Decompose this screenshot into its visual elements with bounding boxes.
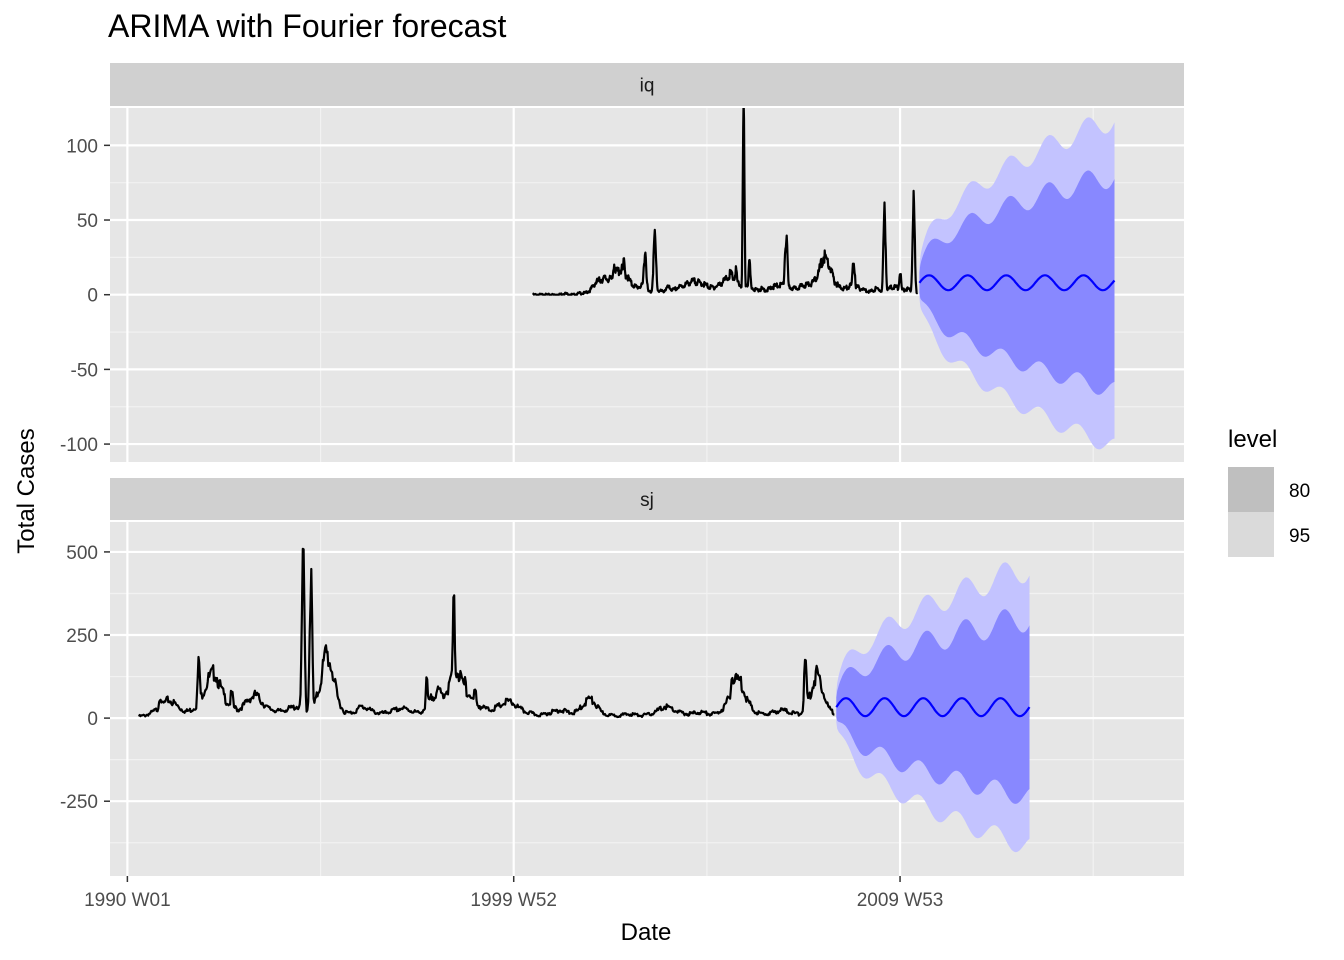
y-tick-label: -100 [60,435,98,456]
panel-content-iq [532,108,1116,450]
facet-strip-iq [110,63,1184,106]
chart-title: ARIMA with Fourier forecast [108,8,507,44]
legend: level 80 95 [1228,426,1310,557]
legend-label-80: 80 [1289,481,1310,502]
y-tick-label: 0 [87,709,98,730]
y-tick-label: 250 [66,626,98,647]
forecast-mean-line-sj [835,697,1031,718]
y-tick-label: -50 [71,360,98,381]
x-axis: 1990 W01 1999 W52 2009 W53 [84,876,943,911]
panel-content-sj [138,547,1031,853]
history-line-sj [138,547,835,719]
facet-strip-label-iq: iq [640,76,655,97]
x-tick-label: 2009 W53 [857,890,944,911]
legend-title: level [1228,426,1277,453]
legend-key-95 [1228,512,1274,557]
y-tick-label: 100 [66,136,98,157]
y-tick-label: 0 [87,286,98,307]
y-tick-label: 500 [66,543,98,564]
forecast-mean-line-iq [918,274,1116,292]
y-tick-label: -250 [60,792,98,813]
facet-iq: iq -100 -50 0 50 100 [60,63,1184,462]
facet-strip-sj [110,478,1184,520]
facet-strip-label-sj: sj [640,490,654,511]
x-tick-label: 1990 W01 [84,890,171,911]
y-tick-label: 50 [77,211,98,232]
x-tick-label: 1999 W52 [470,890,557,911]
facet-sj: sj -250 0 250 500 [60,478,1184,876]
history-line-iq [532,108,919,296]
legend-label-95: 95 [1289,526,1310,547]
x-axis-title: Date [621,919,672,946]
facet-layer: iq -100 -50 0 50 100 sj -250 0 250 500 [60,63,1184,876]
y-axis-title: Total Cases [13,428,40,553]
legend-key-80 [1228,467,1274,512]
